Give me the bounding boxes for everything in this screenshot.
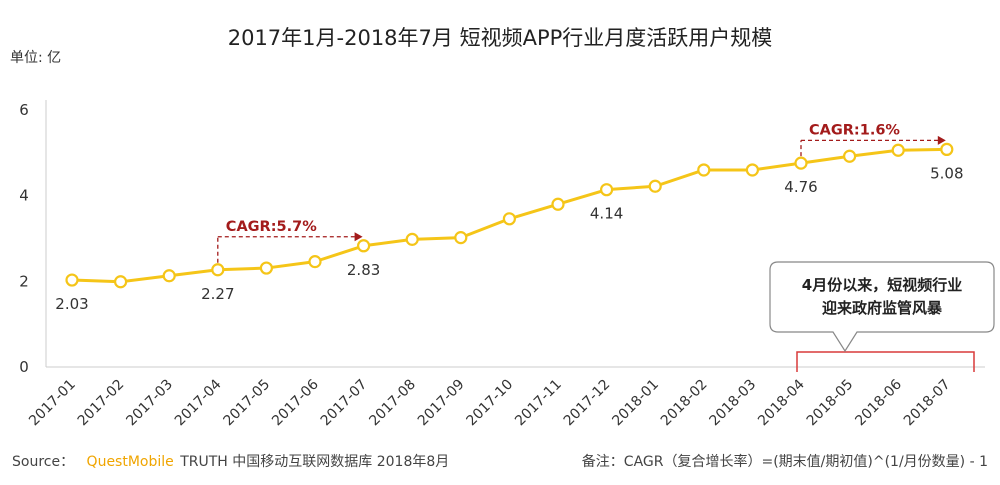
data-label: 4.76 <box>784 178 817 196</box>
data-point <box>308 255 322 269</box>
data-label: 4.14 <box>590 205 623 223</box>
x-tick-label: 2017-10 <box>464 377 517 430</box>
data-label: 2.27 <box>201 285 234 303</box>
x-tick-label: 2017-02 <box>75 377 128 430</box>
x-tick-label: 2018-01 <box>609 377 662 430</box>
callout-line-2: 迎来政府监管风暴 <box>822 299 943 317</box>
data-label: 2.03 <box>55 295 88 313</box>
callout-line-1: 4月份以来，短视频行业 <box>802 276 962 294</box>
data-point <box>113 275 128 289</box>
data-point <box>599 183 614 197</box>
x-tick-label: 2017-07 <box>318 377 371 430</box>
x-tick-label: 2018-05 <box>804 377 857 430</box>
x-tick-label: 2017-06 <box>269 376 322 429</box>
data-point <box>551 197 565 211</box>
cagr-annotation-2: CAGR:1.6% <box>800 122 946 164</box>
source-prefix: Source： <box>12 454 74 470</box>
data-point <box>405 232 419 246</box>
x-tick-label: 2017-01 <box>26 377 79 430</box>
x-tick-label: 2017-03 <box>123 377 176 430</box>
footer-note: 备注：CAGR（复合增长率）=(期末值/期初值)^(1/月份数量) - 1 <box>582 453 988 470</box>
regulation-callout: 4月份以来，短视频行业 迎来政府监管风暴 <box>769 261 995 372</box>
data-labels: 2.03 2.27 2.83 4.14 4.76 5.08 <box>55 164 963 313</box>
data-point <box>162 269 176 283</box>
x-tick-label: 2017-11 <box>512 377 565 430</box>
data-point <box>357 239 371 253</box>
y-tick-label: 2 <box>19 272 29 290</box>
series-layer <box>65 142 954 289</box>
data-point <box>502 212 516 226</box>
x-tick-label: 2017-05 <box>221 377 274 430</box>
cagr-annotations: CAGR:5.7% CAGR:1.6% <box>217 122 946 270</box>
data-label: 5.08 <box>930 164 963 182</box>
data-point <box>891 143 905 157</box>
unit-label: 单位: 亿 <box>10 50 61 66</box>
callout-bubble <box>769 261 995 353</box>
cagr-label: CAGR:5.7% <box>226 219 317 235</box>
data-point <box>454 231 468 245</box>
x-tick-label: 2017-09 <box>415 377 468 430</box>
data-point <box>940 142 954 157</box>
x-tick-label: 2017-12 <box>561 377 614 430</box>
callout-bracket <box>796 351 975 372</box>
data-point <box>794 156 808 170</box>
y-tick-label: 4 <box>19 187 29 205</box>
cagr-annotation-1: CAGR:5.7% <box>217 219 363 270</box>
y-axis: 0 2 4 6 <box>19 100 47 376</box>
data-point <box>697 163 711 177</box>
x-tick-label: 2018-04 <box>755 376 808 429</box>
data-point <box>211 263 225 277</box>
data-point <box>745 163 760 177</box>
chart-title: 2017年1月-2018年7月 短视频APP行业月度活跃用户规模 <box>228 26 773 50</box>
x-tick-label: 2018-03 <box>707 377 760 430</box>
data-point <box>648 179 662 193</box>
data-point <box>65 273 79 287</box>
y-tick-label: 6 <box>19 101 29 119</box>
source-rest: TRUTH 中国移动互联网数据库 2018年8月 <box>179 454 449 470</box>
x-tick-label: 2017-08 <box>366 377 419 430</box>
cagr-arrowhead <box>354 232 363 242</box>
source-brand: QuestMobile <box>87 454 174 470</box>
x-axis: 2017-012017-022017-032017-042017-052017-… <box>26 366 985 430</box>
cagr-arrowhead <box>937 135 946 145</box>
data-point <box>842 149 857 163</box>
cagr-label: CAGR:1.6% <box>809 122 900 138</box>
y-tick-label: 0 <box>19 358 29 376</box>
data-point <box>259 261 273 275</box>
x-tick-label: 2018-02 <box>658 377 711 430</box>
x-tick-label: 2017-04 <box>172 376 225 429</box>
data-label: 2.83 <box>347 261 380 279</box>
x-tick-label: 2018-07 <box>901 377 954 430</box>
x-tick-label: 2018-06 <box>852 376 905 429</box>
footer-source: Source： QuestMobile TRUTH 中国移动互联网数据库 201… <box>12 454 449 470</box>
